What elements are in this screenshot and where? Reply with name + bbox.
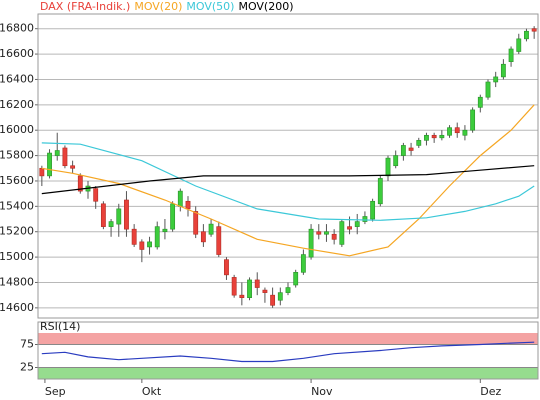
candle-body xyxy=(531,28,537,32)
candle-body xyxy=(293,272,299,286)
candle-body xyxy=(162,228,168,233)
candle-body xyxy=(508,48,514,62)
candle-body xyxy=(400,145,406,156)
candle-body xyxy=(324,231,329,235)
candle-body xyxy=(385,157,391,177)
candle-body xyxy=(439,134,445,139)
candle-body xyxy=(485,81,491,98)
candle-body xyxy=(500,63,506,78)
y-tick-label: 15600 xyxy=(0,174,34,187)
candle-body xyxy=(170,203,176,230)
candle-body xyxy=(416,140,422,146)
candle-body xyxy=(254,279,260,288)
legend-entry: MOV(50) xyxy=(186,0,234,13)
band xyxy=(38,367,538,379)
legend-entry: MOV(200) xyxy=(238,0,293,13)
candle-body xyxy=(239,294,245,298)
candle-body xyxy=(347,226,352,230)
candle-body xyxy=(177,190,183,207)
candle-body xyxy=(331,233,337,240)
candle-body xyxy=(516,38,522,52)
moving-average xyxy=(41,104,535,257)
x-tick-label: Okt xyxy=(142,385,162,398)
candle-body xyxy=(131,228,137,245)
candle-body xyxy=(139,241,145,250)
candle-body xyxy=(308,228,314,258)
candle-body xyxy=(200,231,206,243)
x-tick-label: Sep xyxy=(45,385,66,398)
candle-body xyxy=(154,226,160,248)
candle-body xyxy=(270,294,276,306)
y-tick-label: 16000 xyxy=(0,123,34,136)
candle-body xyxy=(454,127,460,134)
candle-body xyxy=(100,203,106,227)
plot-frame xyxy=(37,13,539,319)
candle-body xyxy=(247,279,252,298)
y-tick-label: 15800 xyxy=(0,149,34,162)
candle-body xyxy=(47,152,52,177)
candle-body xyxy=(185,200,191,210)
y-tick-label: 16800 xyxy=(0,22,34,35)
y-tick-label: 16200 xyxy=(0,98,34,111)
candle-body xyxy=(193,211,199,235)
y-tick-label: 14600 xyxy=(0,301,34,314)
y-tick-label: 75 xyxy=(20,338,34,351)
candle-body xyxy=(424,134,429,141)
candle-body xyxy=(339,221,345,245)
plot-frame xyxy=(37,321,539,380)
y-tick-label: 16600 xyxy=(0,47,34,60)
candle-body xyxy=(70,165,76,169)
candle-body xyxy=(231,277,237,296)
candle-body xyxy=(316,231,322,235)
candle-body xyxy=(277,292,283,301)
band xyxy=(38,333,538,345)
panel-title: RSI(14) xyxy=(40,320,80,333)
candle-body xyxy=(93,188,99,202)
candle-body xyxy=(377,178,383,205)
y-tick-label: 15000 xyxy=(0,250,34,263)
y-tick-label: 15400 xyxy=(0,199,34,212)
y-tick-label: 14800 xyxy=(0,275,34,288)
candle-body xyxy=(462,129,468,136)
candle-body xyxy=(408,147,414,151)
y-tick-label: 25 xyxy=(20,361,34,374)
candle-body xyxy=(39,167,45,177)
candle-body xyxy=(116,208,122,225)
candle-body xyxy=(354,221,360,227)
candle-body xyxy=(77,175,83,192)
candle-body xyxy=(108,221,114,227)
legend-entry: DAX (FRA-Indik.) xyxy=(40,0,130,13)
candle-body xyxy=(54,150,60,156)
candle-body xyxy=(393,155,399,167)
y-tick-label: 15200 xyxy=(0,225,34,238)
candle-body xyxy=(62,147,68,167)
candle-body xyxy=(431,134,437,139)
candle-body xyxy=(147,241,152,248)
candle-body xyxy=(208,223,214,235)
candle-body xyxy=(300,254,306,273)
candle-body xyxy=(493,76,499,83)
moving-average xyxy=(41,165,535,195)
candle-body xyxy=(362,216,368,222)
candle-body xyxy=(285,287,291,293)
legend-entry: MOV(20) xyxy=(134,0,182,13)
rsi-line xyxy=(41,341,535,363)
candle-body xyxy=(370,200,376,220)
candle-body xyxy=(124,199,129,230)
y-tick-label: 16400 xyxy=(0,72,34,85)
candle-body xyxy=(477,96,483,108)
candle-body xyxy=(447,127,452,136)
candle-body xyxy=(262,289,268,293)
candle-body xyxy=(470,109,476,131)
moving-average xyxy=(41,142,535,221)
candle-body xyxy=(224,259,229,276)
candle-body xyxy=(216,226,222,255)
x-tick-label: Nov xyxy=(311,385,333,398)
candle-body xyxy=(524,30,529,40)
x-tick-label: Dez xyxy=(480,385,501,398)
